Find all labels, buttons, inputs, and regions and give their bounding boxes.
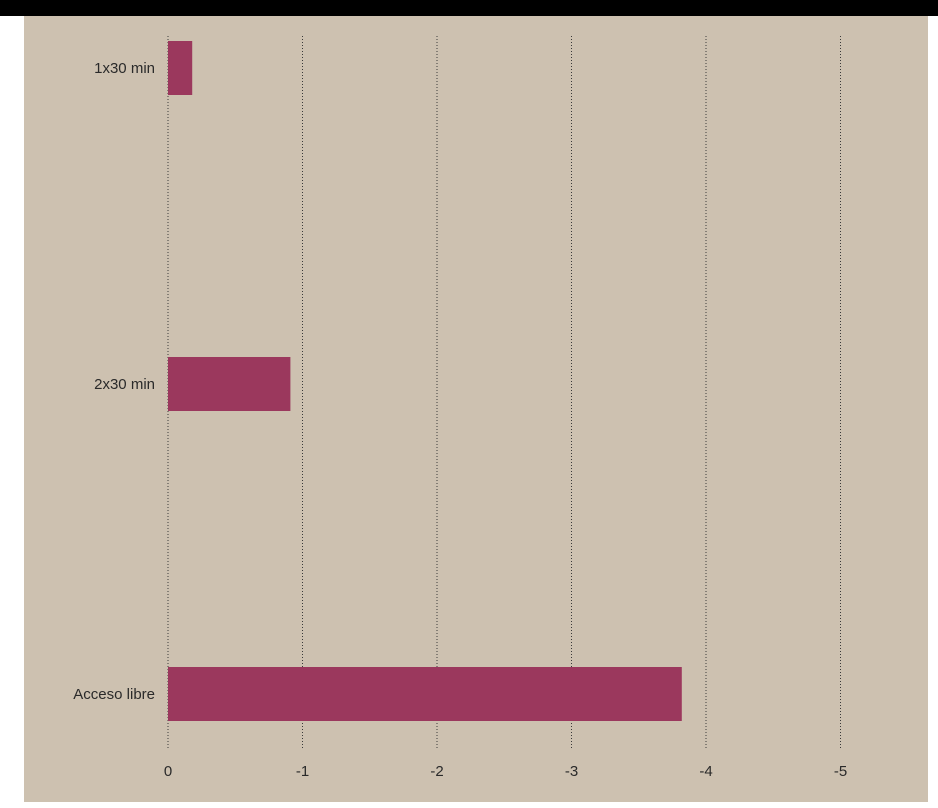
category-labels: 1x30 min 2x30 min Acceso libre <box>73 60 155 703</box>
x-tick-label: -4 <box>699 763 712 780</box>
top-band <box>0 0 938 16</box>
x-tick-label: -3 <box>565 763 578 780</box>
bar <box>168 357 291 411</box>
x-tick-labels: 0 -1 -2 -3 -4 -5 <box>164 763 847 780</box>
x-tick-label: -1 <box>296 763 309 780</box>
bar <box>168 41 193 95</box>
x-tick-label: -2 <box>430 763 443 780</box>
bar <box>168 667 682 721</box>
x-tick-label: 0 <box>164 763 172 780</box>
category-label: 2x30 min <box>94 376 155 393</box>
category-label: 1x30 min <box>94 60 155 77</box>
category-label: Acceso libre <box>73 686 155 703</box>
x-tick-label: -5 <box>834 763 847 780</box>
bars <box>168 41 682 721</box>
